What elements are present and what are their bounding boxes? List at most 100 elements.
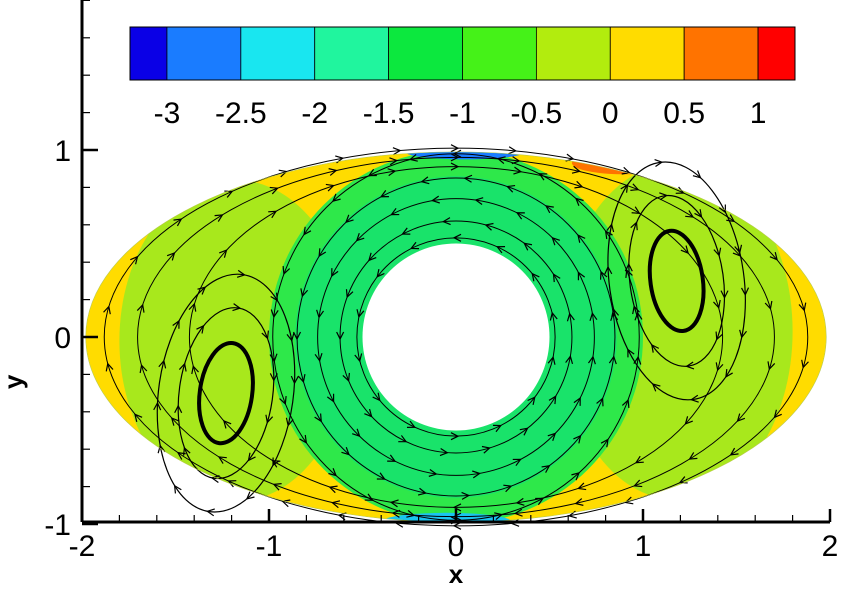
streamline-arrow	[105, 362, 114, 372]
streamline-arrow	[577, 271, 586, 281]
streamline-arrow	[725, 369, 733, 378]
streamline-arrow	[157, 444, 166, 454]
streamline-arrow	[236, 269, 246, 278]
streamline-arrow	[271, 459, 281, 468]
streamline-arrow	[356, 309, 365, 319]
streamline-arrow	[452, 512, 462, 521]
streamline-arrow	[484, 222, 494, 231]
streamline-annulus	[296, 177, 616, 497]
streamline-arrow	[773, 409, 782, 419]
streamline-arrow	[650, 343, 660, 353]
streamline-arrow	[269, 373, 278, 382]
streamline-arrow	[245, 491, 255, 500]
y-tick-label: 1	[54, 135, 71, 168]
streamline-arrow	[621, 166, 631, 175]
streamline-arrow	[352, 428, 361, 438]
streamline-arrow	[136, 303, 145, 313]
y-tick-label: 0	[54, 322, 71, 355]
streamline-arrow	[153, 401, 162, 411]
region-bottom-extreme	[381, 512, 513, 523]
streamline-arrow	[272, 483, 282, 491]
colorbar-swatch	[683, 26, 759, 81]
x-tick-label: 2	[822, 530, 839, 563]
streamline-vortex	[156, 273, 296, 513]
colorbar-swatch	[462, 26, 537, 81]
streamline-arrow	[452, 149, 462, 158]
streamline-arrow	[692, 170, 702, 179]
streamline-arrow	[515, 497, 525, 506]
streamline-arrow	[173, 218, 183, 227]
streamline-arrow	[678, 476, 688, 484]
streamline-arrow	[328, 168, 338, 176]
streamline-arrow	[331, 268, 339, 278]
streamline-arrow	[503, 484, 513, 493]
streamline-arrow	[450, 432, 460, 441]
streamline-arrow	[513, 508, 523, 517]
streamline-arrow	[492, 424, 503, 433]
streamline-arrow	[739, 329, 747, 339]
streamline-arrow	[389, 499, 399, 508]
streamline-arrow	[452, 233, 462, 242]
colorbar-swatch	[757, 26, 796, 81]
streamline-arrow	[170, 417, 180, 426]
streamline-arrow	[172, 319, 180, 329]
colorbar-swatch	[166, 26, 242, 81]
streamline-arrow	[210, 475, 220, 484]
streamline-arrow	[474, 197, 484, 206]
streamline-arrow	[552, 273, 561, 283]
streamline-arrow	[685, 361, 695, 370]
streamline-arrow	[547, 355, 556, 365]
streamline-arrow	[630, 183, 640, 191]
streamline-arrow	[736, 413, 746, 423]
streamline-arrow	[227, 480, 237, 488]
colorbar-tick-label: 1	[750, 97, 767, 130]
streamline-arrow	[174, 404, 183, 414]
streamline-outer	[103, 147, 809, 527]
inner-hole	[362, 243, 550, 431]
streamline-arrow	[303, 226, 312, 236]
streamline-arrow	[292, 331, 302, 341]
streamline-arrow	[214, 214, 224, 222]
streamline-arrow	[401, 227, 411, 235]
streamline-arrow	[627, 348, 635, 358]
streamline-arrow	[439, 448, 449, 457]
streamline-arrow	[417, 487, 427, 496]
streamline-arrow	[688, 452, 698, 460]
streamline-arrow	[325, 183, 335, 192]
streamline-arrow	[463, 174, 473, 183]
streamline-arrow	[621, 398, 630, 408]
streamline-arrow	[513, 166, 523, 175]
streamline-arrow	[764, 300, 773, 311]
x-tick-label: -2	[69, 530, 96, 563]
streamline-arrow	[631, 206, 641, 215]
streamline-arrow	[316, 309, 325, 319]
streamline-arrow	[565, 355, 574, 365]
streamline-arrow	[531, 272, 540, 282]
streamline-arrow	[715, 362, 724, 372]
streamline-arrow	[430, 195, 440, 204]
streamline-arrow	[577, 234, 586, 243]
streamline-arrow	[633, 479, 643, 488]
streamline-arrow	[577, 482, 587, 491]
streamline-arrow	[515, 212, 525, 220]
streamline-arrow	[318, 248, 327, 258]
streamline-arrow	[452, 503, 462, 512]
streamline-arrow	[767, 361, 776, 371]
streamline-annulus	[272, 153, 640, 521]
streamline-arrow	[512, 458, 522, 467]
streamline-arrow	[391, 509, 401, 518]
streamline-arrow	[299, 434, 308, 444]
streamline-arrow	[574, 498, 584, 506]
colorbar-swatch	[129, 26, 168, 81]
streamline-arrow	[342, 372, 350, 383]
streamline-arrow	[270, 309, 279, 319]
colorbar-frame	[129, 26, 796, 81]
streamline-arrow	[694, 209, 703, 218]
streamline-arrow	[341, 447, 350, 456]
streamline-arrow	[428, 468, 438, 477]
streamline-arrow	[178, 362, 187, 372]
streamline-arrow	[519, 427, 529, 436]
streamline-arrow	[624, 496, 634, 505]
streamline-arrow	[441, 217, 451, 226]
